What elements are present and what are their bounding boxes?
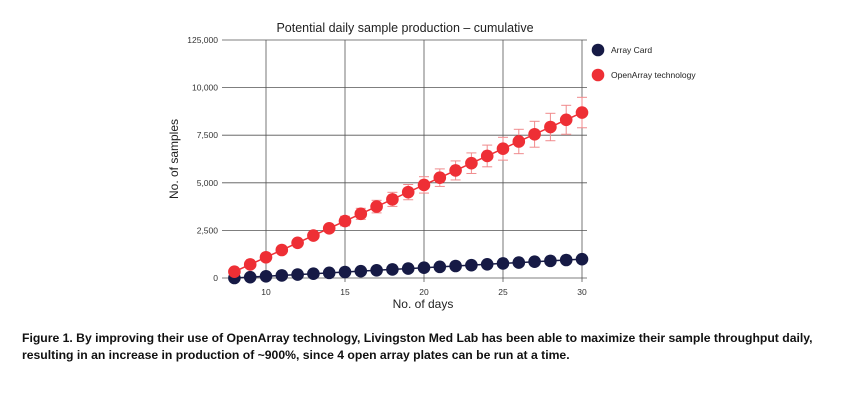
data-point (322, 266, 336, 280)
data-point (496, 142, 510, 156)
data-point (401, 262, 415, 275)
data-point (528, 127, 541, 141)
data-point (575, 252, 589, 266)
data-point (512, 135, 526, 148)
data-point (322, 222, 336, 235)
x-tick-label: 20 (419, 287, 429, 297)
data-point (465, 258, 478, 272)
x-tick-label: 30 (577, 287, 587, 297)
data-point (291, 236, 304, 250)
x-tick-label: 10 (261, 287, 271, 297)
data-point (528, 255, 541, 269)
y-tick-label: 5,000 (197, 178, 219, 188)
legend-label: OpenArray technology (611, 70, 696, 80)
y-tick-label: 0 (213, 273, 218, 283)
data-point (417, 178, 431, 192)
legend-marker (591, 68, 605, 82)
data-point (544, 254, 557, 268)
y-tick-label: 10,000 (192, 83, 218, 93)
data-point (480, 257, 494, 271)
data-point (386, 263, 399, 276)
data-point (449, 259, 462, 273)
data-point (544, 120, 557, 134)
chart-title: Potential daily sample production – cumu… (276, 21, 533, 35)
data-point (480, 149, 494, 163)
data-point (307, 267, 320, 281)
chart: Potential daily sample production – cumu… (167, 21, 696, 311)
data-point (275, 269, 289, 282)
data-point (512, 256, 526, 269)
data-point (354, 207, 368, 221)
data-point (243, 270, 257, 284)
legend: Array Card OpenArray technology (591, 43, 696, 82)
legend-marker (591, 43, 605, 57)
y-tick-label: 7,500 (197, 130, 219, 140)
data-point (401, 185, 415, 199)
data-point (338, 265, 352, 279)
legend-label: Array Card (611, 45, 652, 55)
y-tick-label: 2,500 (197, 225, 219, 235)
data-point (559, 113, 573, 127)
x-tick-label: 25 (498, 287, 508, 297)
y-axis-label: No. of samples (167, 119, 181, 199)
figure-caption: Figure 1. By improving their use of Open… (22, 331, 813, 362)
data-point (465, 156, 478, 170)
data-point (559, 253, 573, 267)
data-point (433, 171, 447, 184)
data-point (386, 193, 399, 206)
data-point (370, 263, 383, 277)
y-tick-label: 125,000 (187, 35, 218, 45)
data-point (449, 164, 462, 177)
data-point (275, 243, 289, 257)
data-point (354, 264, 368, 278)
data-point (243, 258, 257, 271)
data-point (307, 229, 320, 242)
data-point (259, 250, 273, 264)
data-point (228, 265, 241, 279)
data-point (417, 261, 431, 275)
data-point (433, 260, 447, 274)
x-tick-label: 15 (340, 287, 350, 297)
data-point (338, 214, 352, 228)
data-point (496, 257, 510, 270)
data-point (575, 106, 589, 119)
data-point (370, 200, 383, 213)
x-axis-label: No. of days (393, 297, 454, 311)
data-point (291, 268, 304, 281)
data-point (259, 269, 273, 283)
